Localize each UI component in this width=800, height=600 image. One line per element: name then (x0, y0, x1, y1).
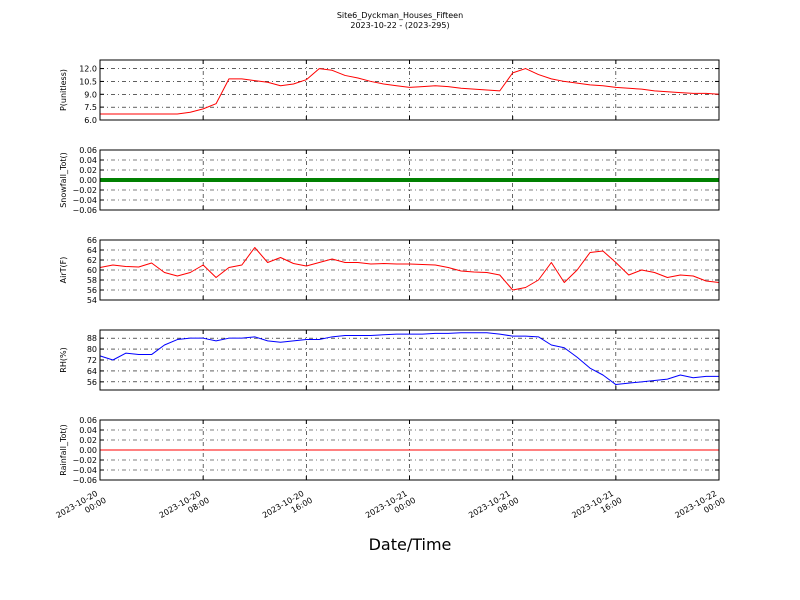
y-tick-label: 56 (87, 378, 97, 387)
y-tick-label: 66 (87, 236, 97, 245)
y-tick-label: −0.02 (72, 456, 97, 465)
plot-frame (99, 59, 720, 121)
y-tick-label: −0.06 (72, 206, 97, 215)
y-tick-label: 9.0 (84, 90, 97, 99)
y-tick-label: 58 (87, 276, 97, 285)
y-tick-label: 12.0 (79, 65, 97, 74)
y-tick-label: 10.5 (79, 77, 97, 86)
y-axis-label: RH(%) (59, 347, 68, 372)
plot-frame (99, 149, 720, 211)
y-tick-label: 0.06 (79, 146, 97, 155)
y-tick-label: 7.5 (84, 103, 97, 112)
y-tick-label: 0.02 (79, 436, 97, 445)
y-tick-label: 80 (87, 345, 97, 354)
y-tick-label: 54 (87, 296, 97, 305)
plot-frame (99, 239, 720, 301)
y-axis-label: Snowfall_Tot() (59, 152, 68, 208)
x-axis-label: Date/Time (369, 535, 452, 554)
data-line (100, 68, 720, 115)
y-tick-label: 0.04 (79, 156, 97, 165)
y-tick-label: 0.04 (79, 426, 97, 435)
plot-frame (99, 419, 720, 481)
y-tick-label: 64 (87, 246, 97, 255)
y-tick-label: 60 (87, 266, 97, 275)
y-tick-label: 0.06 (79, 416, 97, 425)
y-tick-label: 6.0 (84, 116, 97, 125)
y-tick-label: −0.04 (72, 466, 97, 475)
data-line (99, 332, 719, 386)
y-tick-label: −0.06 (72, 476, 97, 485)
y-axis-label: AirT(F) (59, 257, 68, 284)
y-tick-label: 0.00 (79, 446, 97, 455)
data-line (99, 247, 720, 291)
y-tick-label: −0.04 (72, 196, 97, 205)
chart-title: Site6_Dyckman_Houses_Fifteen (337, 11, 463, 20)
y-tick-label: 72 (87, 356, 97, 365)
y-tick-label: 62 (87, 256, 97, 265)
y-tick-label: 0.02 (79, 166, 97, 175)
y-tick-label: 88 (87, 334, 97, 343)
y-tick-label: 56 (87, 286, 97, 295)
y-axis-label: P(unitless) (59, 69, 68, 111)
y-tick-label: −0.02 (72, 186, 97, 195)
y-axis-label: Rainfall_Tot() (59, 424, 68, 476)
chart-subtitle: 2023-10-22 - (2023-295) (350, 21, 449, 30)
y-tick-label: 0.00 (79, 176, 97, 185)
plot-frame (99, 329, 720, 391)
y-tick-label: 64 (87, 367, 97, 376)
